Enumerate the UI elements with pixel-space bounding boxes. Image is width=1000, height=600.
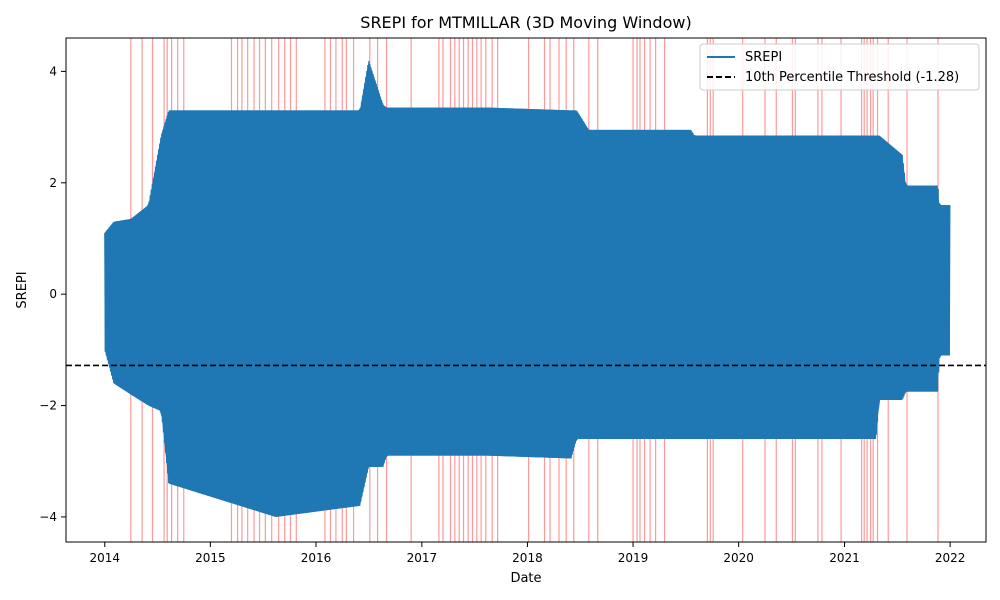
chart-title: SREPI for MTMILLAR (3D Moving Window) <box>360 13 691 32</box>
x-axis-label: Date <box>510 571 541 586</box>
y-tick-label: −4 <box>39 510 57 524</box>
y-axis-ticks: −4 −2 0 2 4 <box>39 64 66 524</box>
y-tick-label: 0 <box>49 287 57 301</box>
plot-frame <box>65 37 987 543</box>
x-tick-label: 2020 <box>723 551 754 565</box>
x-tick-label: 2015 <box>195 551 226 565</box>
x-tick-label: 2016 <box>301 551 332 565</box>
x-tick-label: 2019 <box>618 551 649 565</box>
y-tick-label: 4 <box>49 64 57 78</box>
legend-box <box>699 43 980 91</box>
series-layer <box>104 60 951 517</box>
series-line <box>104 60 951 517</box>
legend-srepi-label: SREPI <box>745 50 782 65</box>
x-tick-label: 2017 <box>407 551 438 565</box>
legend-threshold-label: 10th Percentile Threshold (-1.28) <box>745 70 959 85</box>
x-tick-label: 2018 <box>512 551 543 565</box>
x-tick-label: 2022 <box>935 551 966 565</box>
x-tick-label: 2021 <box>829 551 860 565</box>
x-tick-label: 2014 <box>89 551 120 565</box>
y-axis-label: SREPI <box>15 271 30 308</box>
x-axis-ticks: 2014 2015 2016 2017 2018 2019 2020 2021 2022 <box>89 542 965 565</box>
legend: SREPI 10th Percentile Threshold (-1.28) <box>699 43 980 91</box>
y-tick-label: −2 <box>39 399 57 413</box>
y-tick-label: 2 <box>49 176 57 190</box>
